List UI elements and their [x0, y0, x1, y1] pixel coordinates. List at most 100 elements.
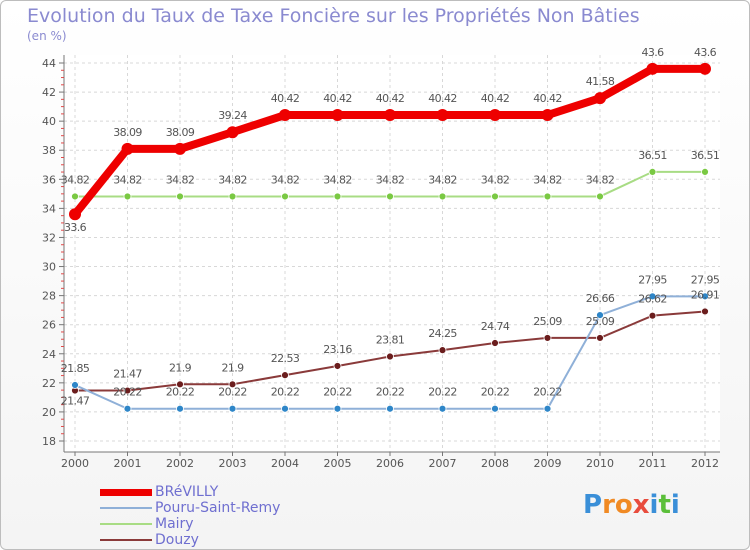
data-label: 21.9: [221, 361, 244, 374]
y-tick-label: 26: [42, 319, 56, 332]
data-label: 26.91: [691, 288, 720, 301]
data-point: [436, 109, 449, 122]
x-tick-label: 2000: [61, 457, 89, 470]
data-point: [71, 381, 79, 389]
legend: BRéVILLY Pouru-Saint-Remy Mairy Douzy: [100, 484, 280, 548]
y-tick-label: 28: [42, 290, 56, 303]
x-tick-label: 2002: [166, 457, 194, 470]
data-point: [543, 404, 552, 413]
data-point: [543, 334, 552, 342]
data-label: 20.22: [113, 386, 142, 399]
data-label: 26.66: [586, 292, 615, 305]
data-point: [226, 126, 239, 139]
data-point: [123, 386, 132, 395]
data-label: 24.25: [428, 327, 457, 340]
data-label: 34.82: [481, 173, 510, 186]
x-tick-label: 2003: [219, 457, 247, 470]
data-point: [281, 404, 289, 413]
data-point: [646, 62, 659, 75]
data-label: 34.82: [113, 173, 142, 186]
data-point: [228, 404, 237, 413]
logo-letter: r: [602, 490, 615, 520]
data-label: 20.22: [323, 386, 352, 399]
data-label: 20.22: [166, 386, 195, 399]
data-point: [386, 352, 394, 361]
x-tick-label: 2011: [639, 457, 667, 470]
data-point: [281, 192, 289, 201]
data-label: 25.09: [533, 315, 562, 328]
data-point: [384, 109, 396, 122]
data-label: 27.95: [691, 273, 720, 286]
y-tick-label: 24: [42, 348, 56, 361]
data-point: [176, 404, 184, 413]
data-point: [386, 404, 394, 413]
data-point: [701, 307, 709, 316]
logo-letter: i: [649, 490, 659, 520]
legend-item: Douzy: [100, 532, 280, 548]
y-tick-label: 44: [42, 57, 56, 70]
chart-title: Evolution du Taux de Taxe Foncière sur l…: [27, 5, 640, 27]
legend-item: Pouru-Saint-Remy: [100, 500, 280, 516]
data-point: [648, 311, 657, 320]
data-point: [489, 109, 501, 122]
legend-label: Douzy: [155, 532, 199, 548]
legend-swatch: [100, 539, 152, 541]
data-label: 36.51: [691, 149, 720, 162]
data-point: [176, 192, 184, 201]
data-label: 20.22: [428, 386, 457, 399]
data-label: 38.09: [113, 126, 142, 139]
data-point: [438, 404, 447, 413]
y-tick-label: 30: [42, 261, 56, 274]
data-label: 22.53: [271, 352, 300, 365]
data-label: 43.6: [641, 46, 664, 59]
data-label: 40.42: [271, 92, 300, 105]
y-tick-label: 36: [42, 173, 56, 186]
data-label: 34.82: [586, 173, 615, 186]
data-point: [594, 92, 606, 105]
legend-label: Mairy: [155, 516, 194, 532]
y-tick-label: 18: [42, 435, 56, 448]
legend-item: Mairy: [100, 516, 280, 532]
legend-item: BRéVILLY: [100, 484, 280, 500]
data-point: [331, 109, 344, 122]
data-point: [491, 192, 499, 201]
data-point: [491, 404, 499, 413]
data-point: [71, 192, 79, 201]
data-label: 27.95: [638, 273, 667, 286]
data-label: 34.82: [61, 173, 90, 186]
data-label: 34.82: [271, 173, 300, 186]
logo-letter: P: [583, 490, 603, 520]
data-point: [699, 62, 711, 75]
data-label: 21.47: [61, 395, 90, 408]
x-tick-label: 2001: [114, 457, 142, 470]
data-label: 25.09: [586, 315, 615, 328]
x-tick-label: 2008: [481, 457, 509, 470]
legend-swatch: [100, 507, 152, 509]
data-label: 21.9: [169, 361, 192, 374]
data-label: 34.82: [323, 173, 352, 186]
y-tick-label: 40: [42, 115, 56, 128]
legend-swatch: [100, 523, 152, 525]
data-point: [121, 142, 134, 155]
legend-swatch: [100, 488, 152, 496]
data-label: 21.47: [113, 368, 142, 381]
y-tick-label: 42: [42, 86, 56, 99]
data-label: 23.16: [323, 343, 352, 356]
data-point: [491, 339, 499, 347]
x-tick-label: 2009: [534, 457, 562, 470]
logo-letter: i: [670, 490, 680, 520]
x-tick-label: 2006: [376, 457, 404, 470]
y-tick-label: 34: [42, 202, 56, 215]
data-label: 40.42: [323, 92, 352, 105]
x-tick-label: 2007: [429, 457, 457, 470]
data-label: 20.22: [533, 386, 562, 399]
y-tick-label: 22: [42, 377, 56, 390]
data-label: 40.42: [481, 92, 510, 105]
data-point: [333, 404, 342, 413]
logo-letter: t: [658, 490, 671, 520]
data-point: [123, 404, 132, 413]
data-label: 43.6: [694, 46, 717, 59]
data-point: [123, 192, 132, 201]
data-label: 39.24: [218, 109, 247, 122]
data-point: [438, 346, 447, 355]
